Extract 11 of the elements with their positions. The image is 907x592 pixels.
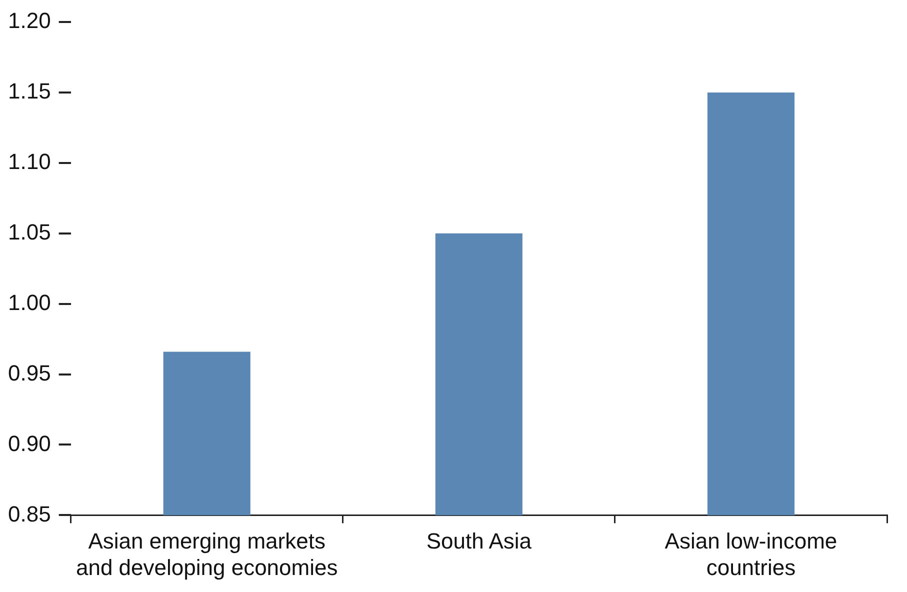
y-tick-label: 1.00 [8,290,51,315]
x-tick-label: Asian low-income countries [664,528,838,580]
x-tick-label: South Asia [426,528,532,554]
y-tick-label: 1.20 [8,8,51,34]
y-tick-label: 0.95 [8,360,51,386]
x-tick-label: Asian emerging markets and developing economies [76,528,338,580]
y-tick-label: 1.05 [8,219,51,244]
y-tick-label: 0.85 [8,501,51,526]
y-tick-label: 1.15 [8,78,51,104]
y-tick-label: 0.90 [8,430,51,456]
y-tick-label: 1.10 [8,148,51,174]
